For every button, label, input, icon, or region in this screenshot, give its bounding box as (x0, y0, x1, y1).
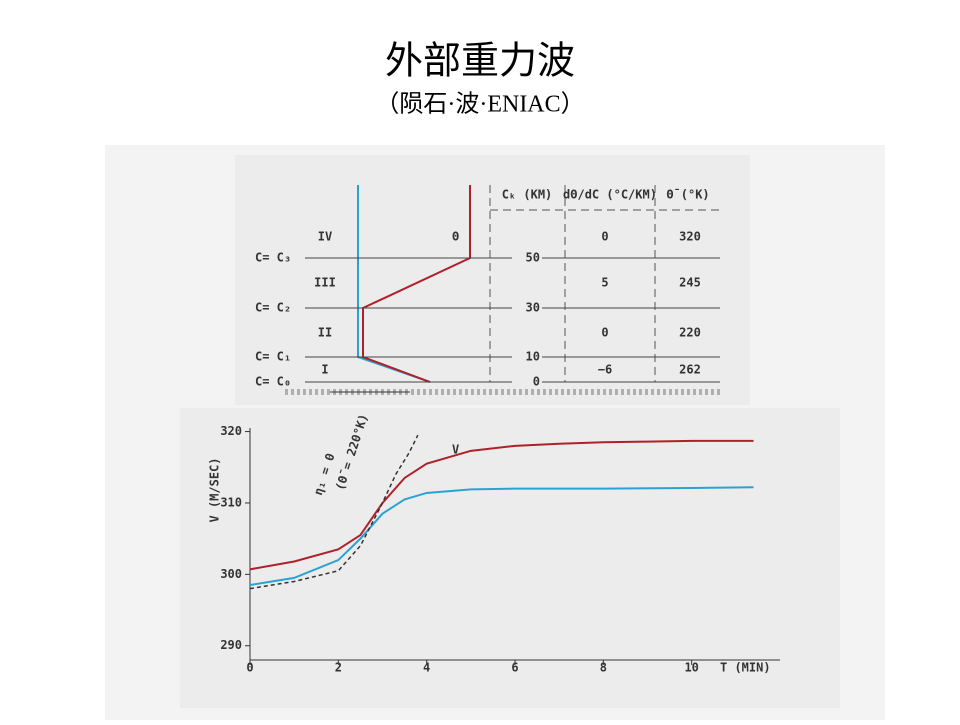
y-tick-label: 300 (220, 567, 242, 581)
y-tick-label: 310 (220, 495, 242, 509)
gradient: −6 (598, 363, 612, 377)
theta: 245 (679, 276, 701, 290)
gradient: 0 (601, 230, 608, 244)
column-header: Cₖ (KM) (502, 188, 553, 202)
x-tick-label: 4 (423, 661, 430, 675)
column-header: Θ̄ (°K) (666, 188, 709, 202)
x-tick-label: 10 (684, 661, 698, 675)
x-tick-label: 2 (335, 661, 342, 675)
gradient: 5 (601, 276, 608, 290)
level-height: 10 (526, 350, 540, 364)
theta: 320 (679, 230, 701, 244)
theta: 262 (679, 363, 701, 377)
level-label: C= C₁ (255, 350, 291, 364)
layer-name: I (321, 363, 328, 377)
series-line (249, 486, 754, 587)
chart-panel (180, 408, 840, 708)
level-label: C= C₂ (255, 301, 291, 315)
profile-diagram: Θ Cₖ (KM) dΘ/dC (°C/KM) Θ̄ (°K)C= C₃ 50C= C… (255, 185, 720, 395)
theta-symbol: Θ (452, 230, 459, 244)
x-axis-label: T (MIN) (720, 661, 771, 675)
level-height: 50 (526, 251, 540, 265)
profile-panel (235, 155, 750, 405)
y-tick-label: 290 (220, 638, 242, 652)
x-tick-label: 0 (246, 661, 253, 675)
layer-name: III (314, 276, 336, 290)
level-height: 30 (526, 301, 540, 315)
series-line (249, 439, 754, 571)
level-label: C= C₀ (255, 375, 291, 389)
series-line (249, 434, 419, 590)
layer-name: IV (318, 230, 332, 244)
layer-name: II (318, 326, 332, 340)
theta: 220 (679, 326, 701, 340)
gradient: 0 (601, 326, 608, 340)
level-label: C= C₃ (255, 251, 291, 265)
level-height: 0 (533, 375, 540, 389)
annotation: V (452, 443, 459, 457)
tick-bg (512, 375, 542, 389)
x-tick-label: 8 (600, 661, 607, 675)
tick-bg (512, 251, 542, 265)
column-header: dΘ/dC (°C/KM) (563, 188, 657, 202)
y-tick-label: 320 (220, 424, 242, 438)
tick-bg (512, 301, 542, 315)
subtitle: （陨石·波·ENIAC） (375, 91, 584, 118)
y-axis-label: V (M/SEC) (208, 457, 222, 522)
x-tick-label: 6 (511, 661, 518, 675)
tick-bg (512, 350, 542, 364)
title: 外部重力波 (385, 41, 575, 83)
